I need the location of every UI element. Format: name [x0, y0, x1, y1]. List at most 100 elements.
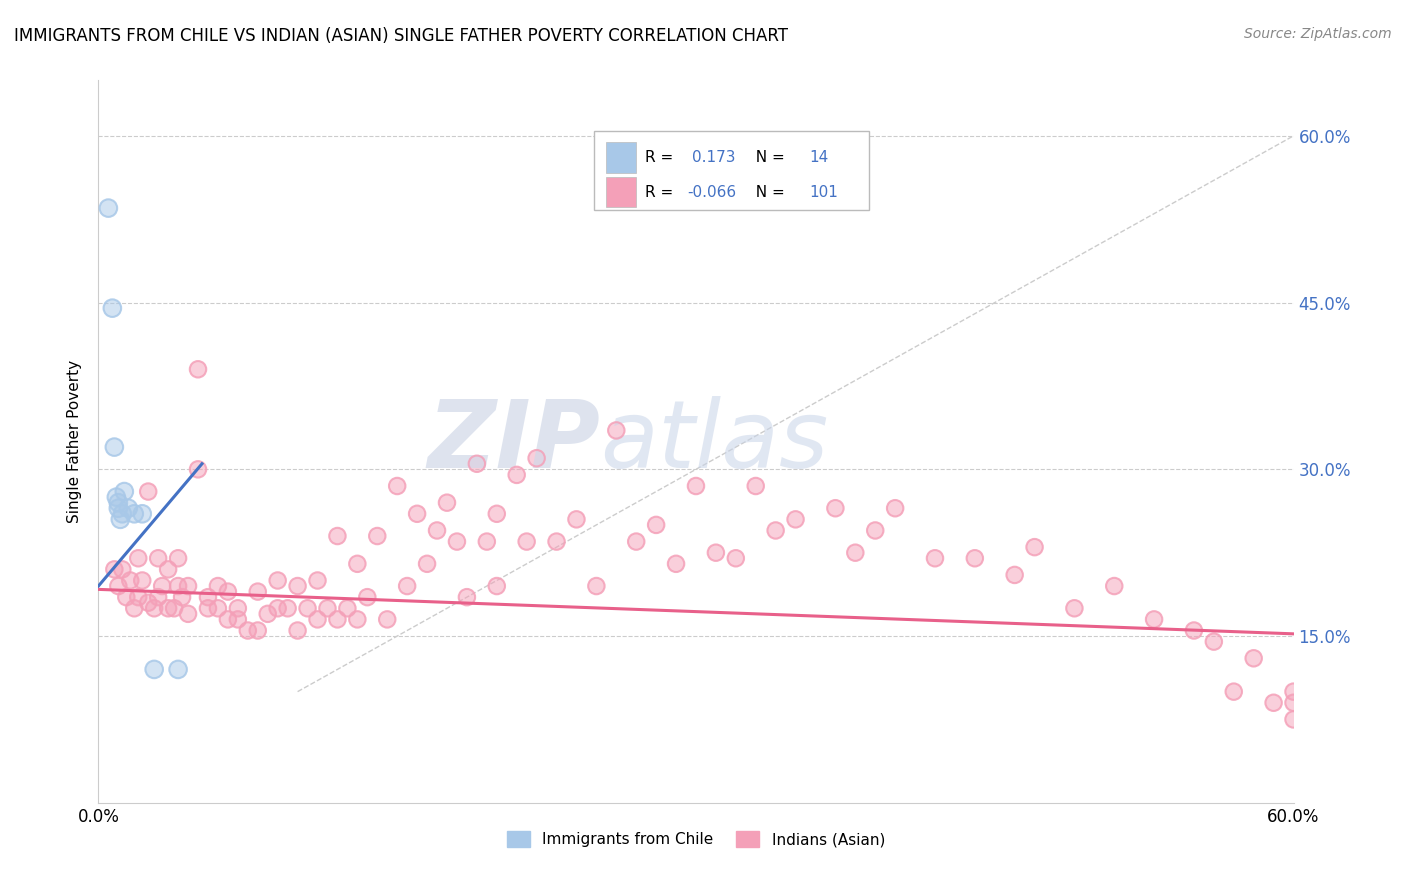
Point: [1182, 624, 1205, 638]
Point: [326, 612, 349, 626]
Point: [436, 496, 458, 510]
Point: [456, 590, 478, 604]
Point: [645, 517, 668, 532]
Point: [111, 507, 134, 521]
Point: [101, 301, 124, 315]
Point: [1024, 540, 1046, 554]
Point: [136, 484, 159, 499]
Point: [316, 601, 339, 615]
Y-axis label: Single Father Poverty: Single Father Poverty: [67, 360, 83, 523]
Point: [585, 579, 607, 593]
Point: [226, 612, 249, 626]
Point: [167, 662, 190, 676]
Point: [127, 551, 149, 566]
Point: [1143, 612, 1166, 626]
Point: [1243, 651, 1265, 665]
Point: [924, 551, 946, 566]
Point: [107, 501, 129, 516]
Point: [167, 551, 190, 566]
FancyBboxPatch shape: [606, 143, 637, 173]
Point: [485, 507, 508, 521]
Point: [226, 601, 249, 615]
Point: [177, 607, 200, 621]
Legend: Immigrants from Chile, Indians (Asian): Immigrants from Chile, Indians (Asian): [501, 825, 891, 854]
Point: [485, 507, 508, 521]
Point: [1004, 568, 1026, 582]
Point: [326, 529, 349, 543]
Point: [356, 590, 378, 604]
Point: [246, 624, 269, 638]
Point: [236, 624, 259, 638]
Point: [824, 501, 846, 516]
Point: [157, 562, 180, 576]
Point: [526, 451, 548, 466]
Point: [97, 201, 120, 215]
Point: [297, 601, 319, 615]
Point: [127, 590, 149, 604]
Point: [346, 557, 368, 571]
Point: [416, 557, 439, 571]
Point: [197, 590, 219, 604]
Point: [865, 524, 887, 538]
Point: [107, 579, 129, 593]
Point: [103, 562, 125, 576]
Point: [226, 601, 249, 615]
Point: [236, 624, 259, 638]
Text: R =: R =: [644, 150, 682, 165]
Point: [131, 574, 153, 588]
Point: [385, 479, 409, 493]
Point: [1243, 651, 1265, 665]
FancyBboxPatch shape: [606, 178, 637, 208]
Text: IMMIGRANTS FROM CHILE VS INDIAN (ASIAN) SINGLE FATHER POVERTY CORRELATION CHART: IMMIGRANTS FROM CHILE VS INDIAN (ASIAN) …: [14, 27, 787, 45]
Point: [267, 574, 290, 588]
Point: [565, 512, 588, 526]
Point: [197, 590, 219, 604]
FancyBboxPatch shape: [595, 131, 869, 211]
Point: [426, 524, 449, 538]
Point: [217, 584, 239, 599]
Point: [485, 579, 508, 593]
Point: [148, 590, 170, 604]
Point: [884, 501, 907, 516]
Text: R =: R =: [644, 185, 678, 200]
Point: [127, 551, 149, 566]
Text: ZIP: ZIP: [427, 395, 600, 488]
Point: [446, 534, 468, 549]
Point: [177, 579, 200, 593]
Point: [665, 557, 688, 571]
Point: [465, 457, 488, 471]
Point: [336, 601, 359, 615]
Text: Source: ZipAtlas.com: Source: ZipAtlas.com: [1244, 27, 1392, 41]
Point: [172, 590, 194, 604]
Point: [105, 490, 128, 504]
Point: [844, 546, 866, 560]
Point: [97, 201, 120, 215]
Point: [346, 612, 368, 626]
Point: [167, 579, 190, 593]
Point: [516, 534, 538, 549]
Point: [172, 590, 194, 604]
Point: [143, 601, 166, 615]
Point: [585, 579, 607, 593]
Point: [277, 601, 299, 615]
Point: [1263, 696, 1285, 710]
Point: [366, 529, 388, 543]
Point: [157, 562, 180, 576]
Point: [163, 601, 186, 615]
Point: [124, 507, 146, 521]
Text: -0.066: -0.066: [688, 185, 737, 200]
Point: [963, 551, 986, 566]
Point: [107, 501, 129, 516]
Point: [1063, 601, 1085, 615]
Point: [267, 601, 290, 615]
Point: [785, 512, 807, 526]
Point: [456, 590, 478, 604]
Point: [143, 662, 166, 676]
Point: [924, 551, 946, 566]
Point: [326, 529, 349, 543]
Point: [107, 496, 129, 510]
Point: [187, 362, 209, 376]
Point: [824, 501, 846, 516]
Point: [546, 534, 568, 549]
Point: [1104, 579, 1126, 593]
